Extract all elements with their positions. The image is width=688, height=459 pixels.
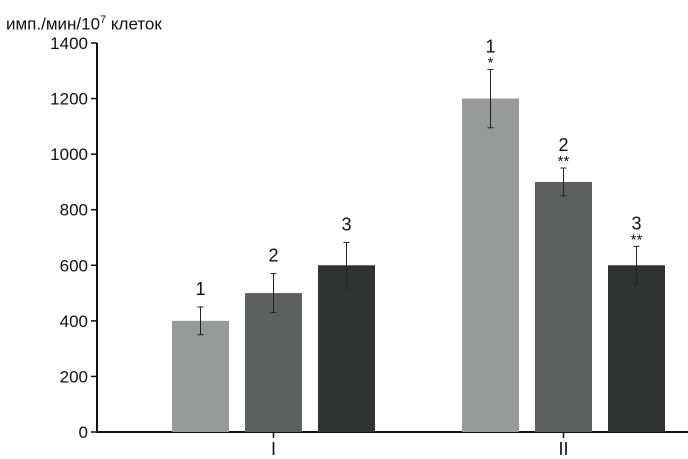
y-tick-label: 1400 <box>50 34 88 53</box>
bar-label: 1 <box>485 36 495 56</box>
bar <box>608 265 665 432</box>
y-tick-label: 600 <box>60 256 88 275</box>
y-tick-label: 1200 <box>50 90 88 109</box>
bar-label: 3 <box>631 213 641 233</box>
bar <box>462 98 519 433</box>
bar <box>535 181 592 432</box>
y-tick-label: 200 <box>60 367 88 386</box>
x-tick-label: I <box>271 439 276 459</box>
y-tick-label: 0 <box>79 423 88 442</box>
bar <box>318 265 375 432</box>
y-axis-label: имп./мин/107 клеток <box>6 14 162 34</box>
significance-mark: ** <box>558 153 570 170</box>
bar-label: 2 <box>268 246 278 266</box>
y-tick-label: 400 <box>60 312 88 331</box>
bar-label: 2 <box>558 135 568 155</box>
y-tick-label: 800 <box>60 201 88 220</box>
significance-mark: * <box>488 54 494 71</box>
bar-label: 3 <box>341 215 351 235</box>
bar <box>172 320 229 432</box>
bar-label: 1 <box>195 279 205 299</box>
y-tick-label: 1000 <box>50 145 88 164</box>
bar <box>245 293 302 432</box>
x-tick-label: II <box>558 439 568 459</box>
significance-mark: ** <box>631 231 643 248</box>
